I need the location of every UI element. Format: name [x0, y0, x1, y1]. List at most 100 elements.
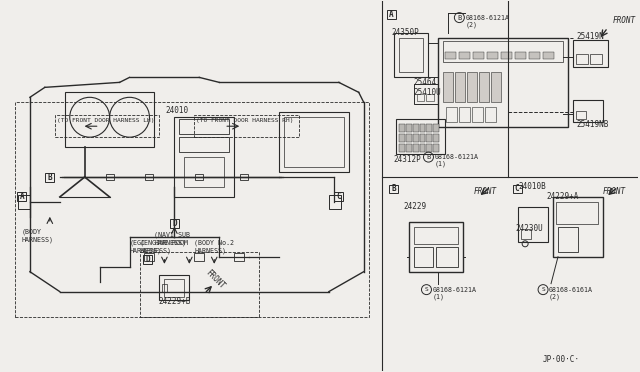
Bar [279, 112, 349, 172]
Bar [433, 144, 440, 152]
Bar [55, 115, 159, 137]
Text: 24229: 24229 [404, 202, 427, 211]
Bar [417, 94, 424, 101]
Bar [492, 73, 501, 102]
Text: (1): (1) [435, 161, 447, 167]
Text: D: D [145, 255, 150, 264]
Bar [145, 253, 154, 261]
Bar [174, 117, 234, 197]
Bar [521, 229, 531, 239]
Bar [240, 174, 248, 180]
Bar [558, 227, 578, 252]
Bar [284, 117, 344, 167]
Bar [195, 115, 299, 137]
Bar [140, 252, 259, 317]
Bar [426, 144, 433, 152]
Text: 24350P: 24350P [392, 28, 419, 37]
Bar [433, 124, 440, 132]
Bar [438, 38, 568, 127]
Bar [406, 134, 412, 142]
Text: FRONT: FRONT [204, 267, 227, 291]
Bar [145, 174, 154, 180]
Text: (BODY No.2
HARNESS): (BODY No.2 HARNESS) [195, 240, 234, 254]
Bar [460, 107, 470, 122]
Bar [426, 124, 433, 132]
Bar [15, 102, 369, 317]
Bar [515, 52, 526, 60]
Bar [179, 119, 229, 134]
Bar [164, 279, 184, 296]
Text: 08168-6121A: 08168-6121A [433, 287, 476, 293]
Text: 24010: 24010 [166, 106, 189, 115]
Bar [447, 107, 458, 122]
Bar [485, 107, 496, 122]
Bar [143, 255, 152, 264]
Bar [573, 39, 608, 67]
Bar [163, 284, 168, 292]
Bar [576, 111, 586, 119]
Bar [456, 73, 465, 102]
Bar [65, 92, 154, 147]
Text: D: D [172, 219, 177, 228]
Bar [543, 52, 554, 60]
Bar [18, 195, 30, 209]
Text: B: B [457, 15, 461, 20]
Text: 25419N: 25419N [576, 32, 604, 41]
Text: B: B [391, 185, 396, 193]
Bar [170, 219, 179, 228]
Bar [590, 54, 602, 64]
Bar [184, 157, 224, 187]
Bar [419, 134, 426, 142]
Bar [396, 119, 445, 154]
Bar [529, 52, 540, 60]
Bar [556, 202, 598, 224]
Text: S: S [541, 287, 545, 292]
Bar [513, 185, 522, 193]
Bar [413, 144, 419, 152]
Bar [406, 124, 412, 132]
Text: 08168-6161A: 08168-6161A [549, 287, 593, 293]
Text: FRONT: FRONT [613, 16, 636, 25]
Text: (NAVI SUB
HARNESS): (NAVI SUB HARNESS) [154, 232, 191, 246]
Bar [419, 124, 426, 132]
Bar [399, 144, 404, 152]
Text: A: A [20, 192, 24, 202]
Text: 24230U: 24230U [515, 224, 543, 233]
Bar [433, 134, 440, 142]
Bar [413, 84, 438, 104]
Bar [394, 32, 428, 77]
Bar [487, 52, 498, 60]
Bar [399, 124, 404, 132]
Bar [518, 207, 548, 242]
Bar [387, 10, 396, 19]
Bar [413, 247, 433, 267]
Bar [408, 222, 463, 272]
Bar [159, 275, 189, 299]
Text: 24229+B: 24229+B [158, 297, 191, 306]
Bar [479, 73, 489, 102]
Bar [553, 197, 603, 257]
Text: 24312P: 24312P [394, 155, 421, 164]
Bar [179, 137, 229, 152]
Bar [413, 134, 419, 142]
Bar [426, 94, 435, 101]
Text: B: B [426, 154, 431, 160]
Bar [413, 227, 458, 244]
Bar [426, 134, 433, 142]
Text: 24010B: 24010B [518, 183, 546, 192]
Text: FRONT: FRONT [602, 187, 625, 196]
Bar [436, 247, 458, 267]
Text: B: B [47, 173, 52, 182]
Bar [501, 52, 512, 60]
Text: C: C [337, 192, 341, 202]
Bar [413, 124, 419, 132]
Text: C: C [515, 185, 520, 193]
Text: 08168-6121A: 08168-6121A [435, 154, 479, 160]
Bar [17, 192, 26, 202]
Text: (2): (2) [465, 21, 477, 28]
Bar [573, 100, 603, 122]
Bar [406, 144, 412, 152]
Bar [389, 185, 398, 193]
Text: (ENGINE ROOM
HARNESS): (ENGINE ROOM HARNESS) [140, 240, 188, 254]
Bar [445, 52, 456, 60]
